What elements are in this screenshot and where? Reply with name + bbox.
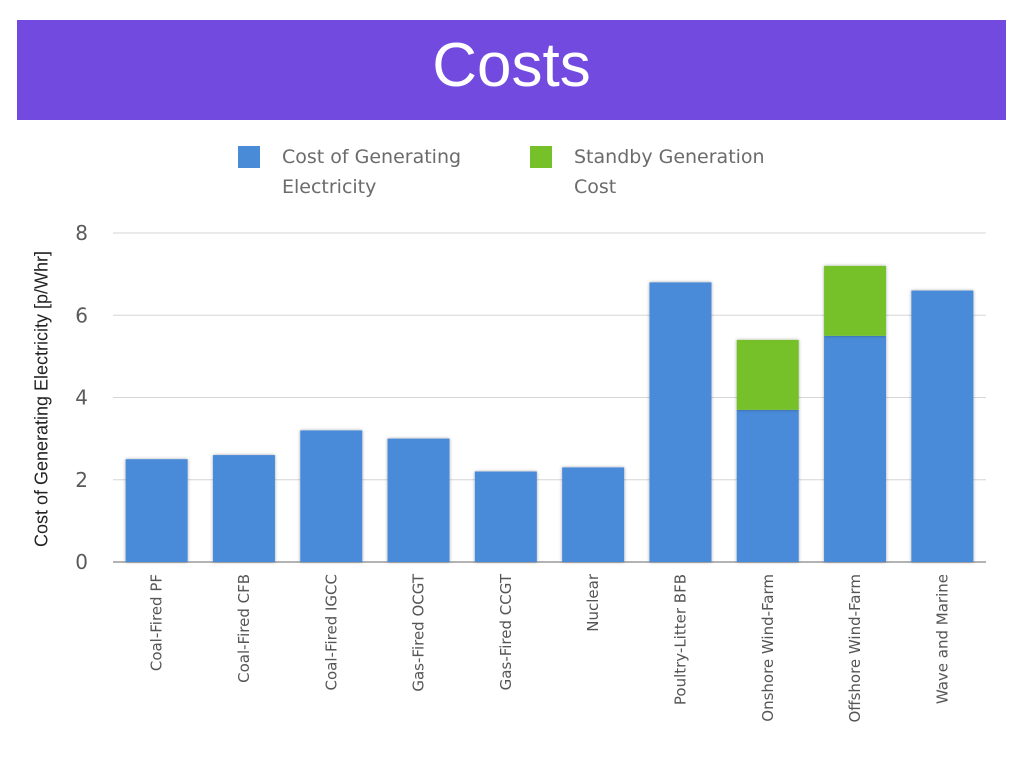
bar-generating-2 [300,430,363,562]
legend-label: Electricity [282,176,376,198]
bars [125,265,974,562]
category-label: Gas-Fired OCGT [410,573,428,691]
bar-generating-1 [212,455,275,562]
bar-generating-8 [824,335,887,562]
bar-generating-0 [125,459,188,562]
bar-generating-6 [649,282,712,562]
legend-label: Standby Generation [574,146,765,168]
bar-generating-4 [474,471,537,562]
category-label: Coal-Fired CFB [235,574,253,683]
y-tick-label: 8 [75,221,88,245]
category-label: Offshore Wind-Farm [846,574,864,723]
legend-label: Cost of Generating [282,146,461,168]
slide-title: Costs [432,31,591,100]
category-label: Gas-Fired CCGT [497,573,515,690]
title-banner: Costs [17,20,1006,120]
category-label: Coal-Fired IGCC [322,574,340,690]
bar-generating-5 [562,467,625,562]
bar-standby-7 [736,339,799,410]
bar-generating-9 [911,290,974,562]
legend: Cost of Generating Electricity Standby Gen… [238,146,765,198]
bar-generating-3 [387,438,450,562]
bar-standby-8 [824,265,887,336]
legend-swatch-generating [238,146,260,168]
y-tick-label: 2 [75,468,88,492]
y-tick-label: 6 [75,303,88,327]
category-label: Coal-Fired PF [148,574,166,671]
category-labels: Coal-Fired PF Coal-Fired CFB Coal-Fired IG… [148,573,952,722]
category-label: Poultry-Litter BFB [671,574,689,705]
legend-swatch-standby [530,146,552,168]
y-tick-label: 0 [75,550,88,574]
y-tick-label: 4 [75,386,88,410]
bar-generating-7 [736,409,799,562]
category-label: Wave and Marine [933,574,951,704]
legend-label: Cost [574,176,616,198]
category-label: Onshore Wind-Farm [759,574,777,722]
y-tick-labels: 0 2 4 6 8 [75,221,88,574]
category-label: Nuclear [584,573,602,632]
